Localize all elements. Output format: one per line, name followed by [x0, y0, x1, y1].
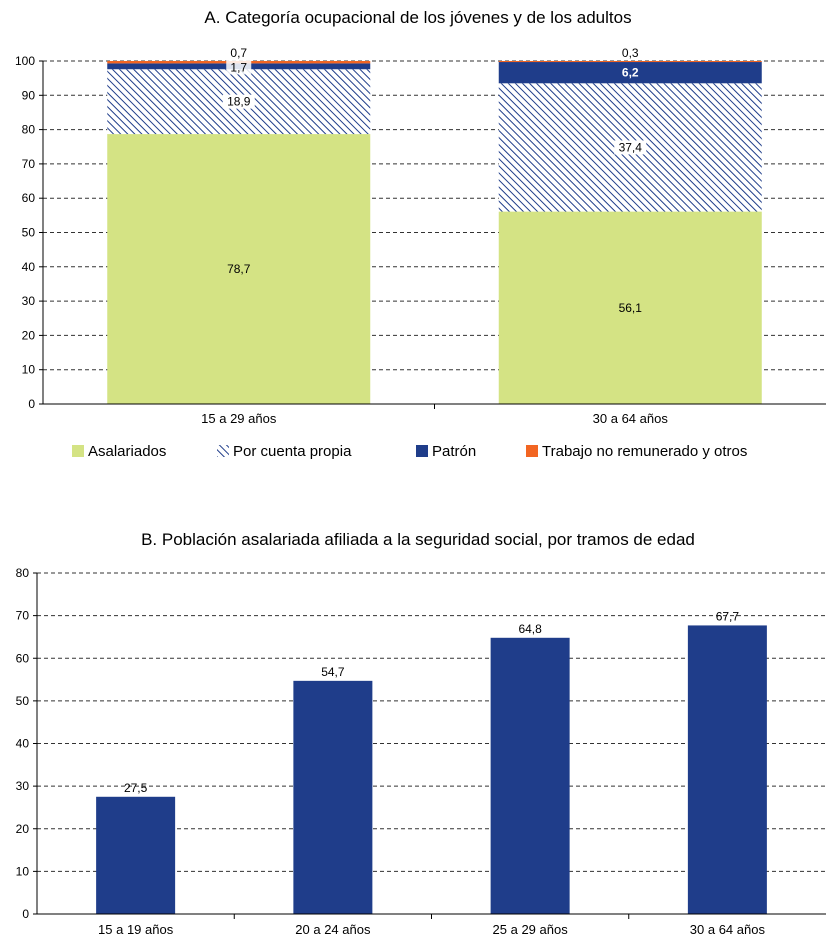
bar [293, 680, 373, 914]
bar [687, 625, 767, 914]
legend-swatch [416, 445, 428, 457]
legend-label: Por cuenta propia [233, 443, 352, 460]
legend-label: Patrón [432, 443, 476, 460]
legend-swatch [217, 445, 229, 457]
chart-a-title: A. Categoría ocupacional de los jóvenes … [204, 8, 631, 27]
y-tick-label: 50 [16, 694, 30, 708]
data-label: 1,7 [230, 60, 247, 74]
y-tick-label: 10 [16, 864, 30, 878]
chart-a: A. Categoría ocupacional de los jóvenes … [15, 8, 826, 460]
y-tick-label: 40 [22, 260, 36, 274]
data-label-bg [226, 60, 252, 75]
data-label-bg [614, 140, 647, 155]
data-label: 56,1 [619, 301, 643, 315]
bar-segment [498, 61, 762, 63]
y-tick-label: 60 [22, 191, 36, 205]
y-tick-label: 80 [22, 123, 36, 137]
chart-a-axes: 0 10 20 30 40 50 60 70 80 90 100 15 a 29 años 30 a 6… [15, 54, 826, 426]
data-label: 0,7 [230, 46, 247, 60]
data-label: 27,5 [124, 781, 148, 795]
y-tick-label: 70 [16, 609, 30, 623]
legend-swatch [526, 445, 538, 457]
data-label: 54,7 [321, 665, 345, 679]
data-label-bg [222, 94, 255, 109]
y-tick-label: 40 [16, 737, 30, 751]
y-tick-label: 50 [22, 226, 36, 240]
data-label: 78,7 [227, 262, 251, 276]
chart-a-legend: Asalariados Por cuenta propia Patrón Trabaj… [72, 443, 747, 460]
chart-b-title: B. Población asalariada afiliada a la se… [141, 530, 695, 549]
y-tick-label: 90 [22, 88, 36, 102]
y-tick-label: 0 [22, 907, 29, 921]
bar-segment [107, 134, 371, 404]
y-tick-label: 70 [22, 157, 36, 171]
data-label: 64,8 [518, 622, 542, 636]
legend-swatch [72, 445, 84, 457]
y-tick-label: 10 [22, 363, 36, 377]
y-tick-label: 20 [22, 328, 36, 342]
x-tick-label: 15 a 29 años [201, 411, 277, 426]
x-tick-label: 30 a 64 años [690, 922, 766, 937]
bar [96, 796, 176, 914]
data-label: 67,7 [716, 609, 740, 623]
y-tick-label: 60 [16, 651, 30, 665]
x-tick-label: 25 a 29 años [493, 922, 569, 937]
bar [490, 637, 570, 914]
legend-label: Trabajo no remunerado y otros [542, 443, 747, 460]
chart-b-data-labels: 27,5 54,7 64,8 67,7 [124, 609, 739, 794]
x-tick-label: 30 a 64 años [593, 411, 669, 426]
data-label: 6,2 [622, 66, 639, 80]
chart-b: B. Población asalariada afiliada a la se… [16, 530, 826, 937]
chart-b-grid [37, 572, 826, 872]
data-label: 18,9 [227, 95, 251, 109]
bar-segment [498, 62, 762, 84]
data-label: 0,3 [622, 46, 639, 60]
y-tick-label: 100 [15, 54, 35, 68]
y-tick-label: 30 [22, 294, 36, 308]
chart-a-data-labels: 78,7 18,9 1,70,7 56,1 37,4 6,2 0,3 [222, 46, 647, 315]
chart-a-bars [107, 61, 762, 404]
data-label: 37,4 [619, 140, 643, 154]
chart-b-bars [96, 625, 767, 914]
y-tick-label: 20 [16, 822, 30, 836]
y-tick-label: 80 [16, 566, 30, 580]
x-tick-label: 20 a 24 años [295, 922, 371, 937]
y-tick-label: 0 [28, 397, 35, 411]
y-tick-label: 30 [16, 779, 30, 793]
bar-segment [498, 211, 762, 404]
x-tick-label: 15 a 19 años [98, 922, 174, 937]
legend-label: Asalariados [88, 443, 166, 460]
chart-b-axes: 0 10 20 30 40 50 60 70 80 15 a 19 años 20 a 24 año… [16, 566, 826, 937]
